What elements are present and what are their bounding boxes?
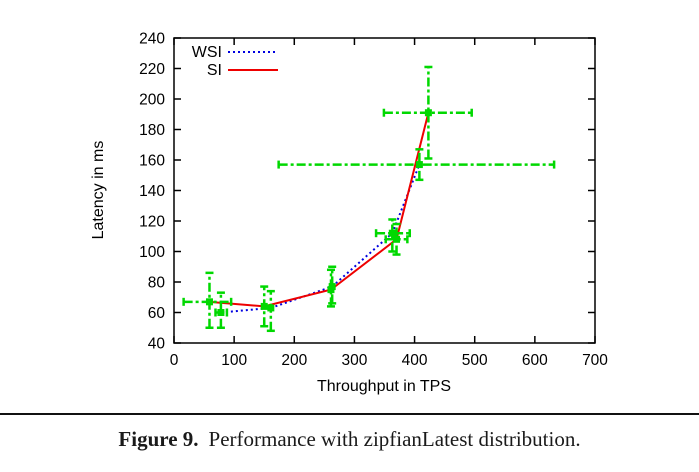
x-tick-label: 200 bbox=[281, 352, 307, 369]
data-point bbox=[388, 229, 396, 237]
data-point bbox=[424, 109, 432, 117]
y-axis-label: Latency in ms bbox=[90, 141, 107, 240]
data-point bbox=[267, 304, 275, 312]
data-point bbox=[393, 235, 401, 243]
y-tick-label: 40 bbox=[148, 336, 166, 353]
series-line-si bbox=[209, 112, 430, 308]
y-tick-label: 80 bbox=[148, 275, 166, 292]
data-point bbox=[205, 298, 213, 306]
x-axis-label: Throughput in TPS bbox=[317, 378, 451, 395]
x-tick-label: 300 bbox=[341, 352, 367, 369]
y-tick-label: 240 bbox=[139, 31, 165, 48]
x-tick-label: 0 bbox=[170, 352, 179, 369]
y-tick-label: 100 bbox=[139, 244, 165, 261]
x-tick-label: 700 bbox=[582, 352, 608, 369]
x-tick-label: 600 bbox=[522, 352, 548, 369]
y-tick-label: 60 bbox=[148, 305, 166, 322]
data-point bbox=[415, 161, 423, 169]
figure-caption: Figure 9. Performance with zipfianLatest … bbox=[0, 413, 699, 452]
plot-area: 0 100 200 300 400 500 600 700 40 60 80 100 120 140 160… bbox=[139, 31, 608, 370]
y-tick-label: 180 bbox=[139, 122, 165, 139]
y-tick-label: 200 bbox=[139, 92, 165, 109]
x-tick-label: 400 bbox=[402, 352, 428, 369]
x-tick-label: 500 bbox=[462, 352, 488, 369]
chart-wrap: Latency in ms Throughput in TPS 0 100 200 3… bbox=[90, 31, 608, 396]
data-point bbox=[217, 309, 225, 316]
data-point bbox=[327, 286, 335, 294]
y-tick-label: 160 bbox=[139, 153, 165, 170]
plot-border bbox=[173, 37, 596, 344]
y-tick-label: 120 bbox=[139, 214, 165, 231]
figure-caption-label: Figure 9. bbox=[118, 427, 199, 451]
performance-chart: Latency in ms Throughput in TPS 0 100 200 3… bbox=[90, 31, 608, 396]
x-tick-label: 100 bbox=[221, 352, 247, 369]
legend-label-wsi: WSI bbox=[192, 44, 222, 61]
y-tick-label: 140 bbox=[139, 183, 165, 200]
legend-label-si: SI bbox=[207, 62, 222, 79]
figure-caption-text: Performance with zipfianLatest distribut… bbox=[208, 427, 581, 451]
y-tick-label: 220 bbox=[139, 61, 165, 78]
data-point bbox=[260, 302, 268, 310]
